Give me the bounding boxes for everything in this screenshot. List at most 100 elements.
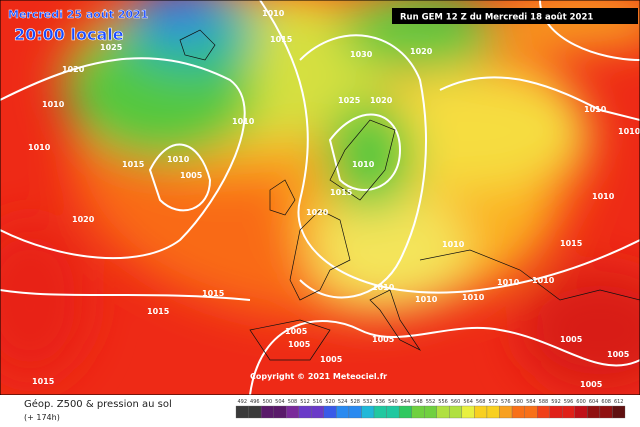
colorbar-tick: 592 — [551, 399, 561, 405]
coastlines — [179, 29, 640, 361]
colorbar-swatch — [474, 405, 488, 419]
isobar-label: 1020 — [370, 96, 393, 105]
colorbar-tick: 548 — [413, 399, 423, 405]
isobar-label: 1015 — [330, 188, 353, 197]
isobar-label: 1015 — [32, 377, 55, 386]
colorbar-swatch — [436, 405, 450, 419]
colorbar-swatch — [398, 405, 412, 419]
isobar-label: 1010 — [232, 117, 255, 126]
isobars — [0, 0, 640, 395]
isobar-label: 1010 — [372, 283, 395, 292]
colorbar-swatch — [511, 405, 525, 419]
isobar-label: 1015 — [122, 160, 145, 169]
isobar-label: 1020 — [72, 215, 95, 224]
colorbar-tick: 528 — [350, 399, 360, 405]
colorbar-swatch — [286, 405, 299, 419]
colorbar-tick: 600 — [576, 399, 586, 405]
isobar-label: 1025 — [338, 96, 361, 105]
colorbar-swatch — [273, 405, 287, 419]
colorbar-tick: 572 — [488, 399, 498, 405]
colorbar-swatch — [499, 405, 513, 419]
isobar-label: 1010 — [442, 240, 465, 249]
lead-time: (+ 174h) — [24, 413, 60, 422]
isobar-label: 1010 — [167, 155, 190, 164]
isobar-label: 1010 — [497, 278, 520, 287]
colorbar-swatch — [562, 405, 575, 419]
colorbar-swatch — [587, 405, 601, 419]
colorbar-tick: 512 — [300, 399, 310, 405]
colorbar-tick: 504 — [275, 399, 285, 405]
isobar-label: 1010 — [532, 276, 555, 285]
colorbar-swatch — [311, 405, 324, 419]
isobar-label: 1020 — [62, 65, 85, 74]
colorbar-tick: 596 — [564, 399, 574, 405]
colorbar-tick: 612 — [614, 399, 624, 405]
colorbar-swatch — [386, 405, 400, 419]
colorbar-tick: 576 — [501, 399, 511, 405]
colorbar-swatch — [373, 405, 387, 419]
isobar-label: 1030 — [350, 50, 373, 59]
colorbar-tick: 568 — [476, 399, 486, 405]
isobar-label: 1005 — [580, 380, 603, 389]
colorbar-swatch — [599, 405, 613, 419]
isobar-label: 1010 — [262, 9, 285, 18]
isobar-label: 1010 — [584, 105, 607, 114]
colorbar-swatch — [524, 405, 538, 419]
colorbar-tick: 500 — [263, 399, 273, 405]
colorbar-tick: 532 — [363, 399, 373, 405]
isobar-label: 1020 — [410, 47, 433, 56]
footer-title: Géop. Z500 & pression au sol — [24, 398, 172, 410]
isobar-label: 1010 — [42, 100, 65, 109]
colorbar-swatch — [537, 405, 550, 419]
colorbar-tick: 564 — [463, 399, 473, 405]
colorbar-tick: 516 — [313, 399, 323, 405]
colorbar-swatch — [574, 405, 588, 419]
isobar-label: 1005 — [285, 327, 308, 336]
isobar-label: 1005 — [372, 335, 395, 344]
colorbar-swatch — [424, 405, 437, 419]
colorbar-swatch — [461, 405, 475, 419]
valid-date: Mercredi 25 août 2021 — [8, 8, 148, 21]
colorbar-swatch — [235, 405, 249, 419]
isobar-label: 1015 — [270, 35, 293, 44]
colorbar-swatch — [336, 405, 350, 419]
run-box — [392, 8, 638, 24]
colorbar-swatch — [348, 405, 362, 419]
colorbar-swatch — [323, 405, 337, 419]
isobar-label: 1025 — [100, 43, 123, 52]
colorbar: 492 496 500 504 508 512 516 520 524 528 532 536 540 5… — [235, 399, 626, 419]
isobar-label: 1005 — [180, 171, 203, 180]
colorbar-swatch — [486, 405, 500, 419]
isobar-label: 1010 — [592, 192, 615, 201]
isobar-labels: 1010 1015 1025 1020 1010 1010 1015 1010 1005 1020… — [28, 9, 640, 389]
colorbar-swatch — [260, 405, 274, 419]
colorbar-tick: 584 — [526, 399, 536, 405]
isobar-label: 1015 — [147, 307, 170, 316]
isobar-label: 1010 — [352, 160, 375, 169]
run-info: Run GEM 12 Z du Mercredi 18 août 2021 — [400, 13, 593, 23]
isobar-label: 1005 — [320, 355, 343, 364]
isobar-label: 1005 — [560, 335, 583, 344]
colorbar-swatch — [449, 405, 463, 419]
colorbar-swatch — [361, 405, 375, 419]
colorbar-tick: 604 — [589, 399, 599, 405]
colorbar-tick: 496 — [250, 399, 260, 405]
field: 1010 1015 1025 1020 1010 1010 1015 1010 1005 1020… — [0, 0, 640, 395]
colorbar-tick: 536 — [376, 399, 386, 405]
colorbar-swatch — [298, 405, 312, 419]
isobar-label: 1005 — [607, 350, 630, 359]
isobar-label: 1015 — [202, 289, 225, 298]
colorbar-swatch — [612, 405, 626, 419]
colorbar-tick: 540 — [388, 399, 398, 405]
colorbar-tick: 588 — [539, 399, 549, 405]
colorbar-tick: 492 — [238, 399, 248, 405]
isobar-label: 1010 — [415, 295, 438, 304]
colorbar-tick: 524 — [338, 399, 348, 405]
colorbar-tick: 580 — [514, 399, 524, 405]
colorbar-tick: 556 — [438, 399, 448, 405]
colorbar-tick: 560 — [451, 399, 461, 405]
isobar-label: 1020 — [306, 208, 329, 217]
local-time: 20:00 locale — [14, 25, 124, 44]
colorbar-tick: 544 — [401, 399, 411, 405]
